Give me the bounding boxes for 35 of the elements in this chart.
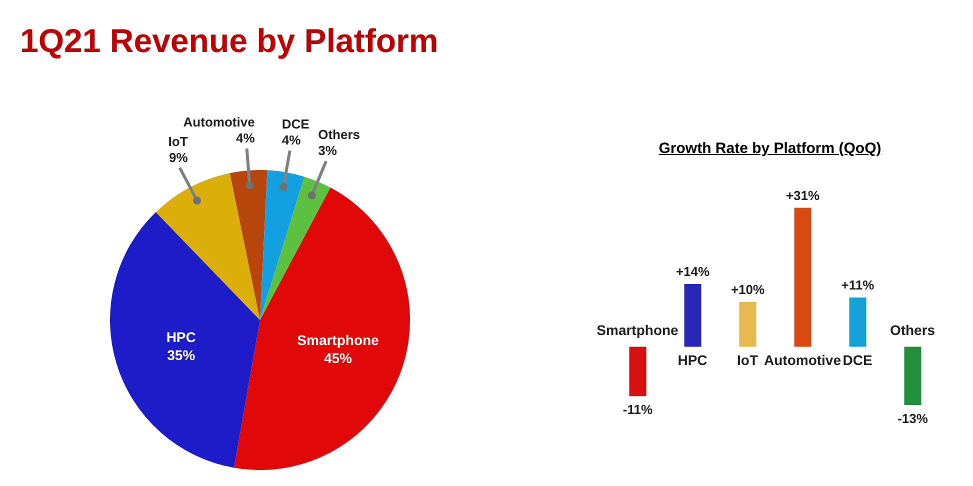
bar — [849, 297, 866, 347]
data-label: +11% — [841, 277, 875, 292]
slice-label: Smartphone — [297, 332, 380, 348]
x-tick-label: HPC — [678, 352, 708, 368]
data-label: 4% — [236, 130, 256, 146]
x-tick-label: Automotive — [764, 352, 842, 368]
slice-label: Automotive — [183, 114, 255, 130]
data-label: 45% — [324, 350, 353, 366]
data-label: -11% — [622, 402, 653, 418]
chart-title: 1Q21 Revenue by Platform — [20, 22, 438, 60]
data-label: +10% — [730, 282, 765, 297]
slice-label: Others — [318, 127, 360, 142]
bar — [684, 284, 702, 347]
data-label: 35% — [167, 347, 196, 364]
pie-slice — [260, 170, 304, 320]
pie-slice — [230, 170, 268, 320]
bar — [739, 302, 756, 347]
data-label: 3% — [318, 143, 338, 158]
pie-slice — [110, 212, 260, 468]
x-tick-label: IoT — [737, 352, 758, 368]
x-tick-label: DCE — [842, 352, 872, 368]
data-label: 9% — [168, 150, 188, 165]
data-label: -13% — [898, 411, 928, 426]
pie-slice — [234, 188, 410, 470]
data-label: 4% — [282, 132, 302, 148]
slice-label: IoT — [168, 134, 188, 149]
bar — [904, 346, 922, 406]
pie-slice — [156, 173, 260, 320]
data-label: +31% — [786, 188, 820, 203]
data-label: +14% — [676, 264, 710, 279]
bar — [629, 346, 646, 396]
slice-label: DCE — [282, 116, 310, 132]
pie-slice — [260, 176, 330, 320]
chart-title: Growth Rate by Platform (QoQ) — [658, 140, 882, 157]
bar — [794, 208, 812, 347]
